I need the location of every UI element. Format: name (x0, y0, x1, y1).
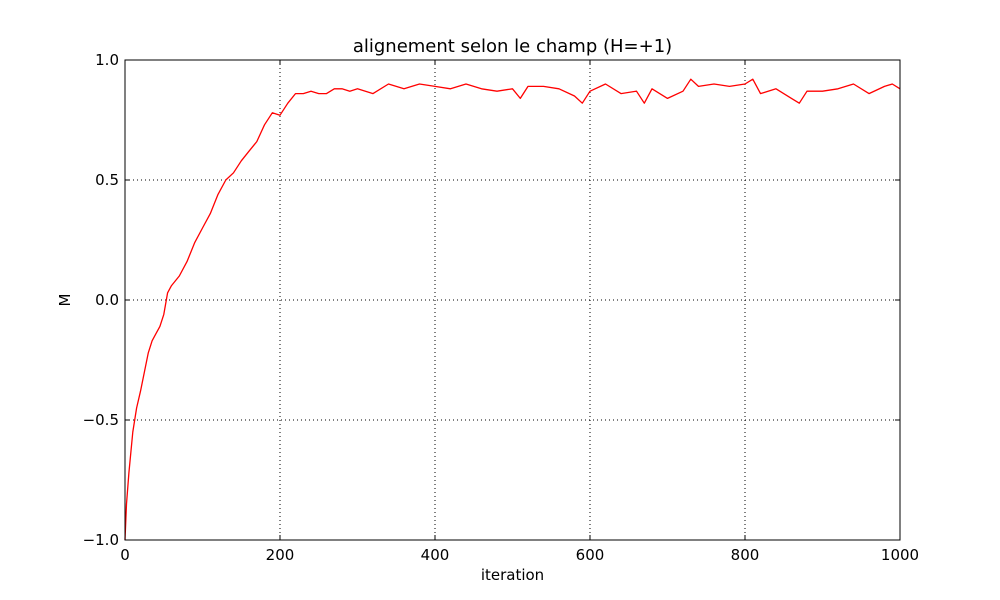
x-tick-label: 800 (731, 546, 760, 564)
tick-marks (124, 59, 901, 541)
y-axis-title: M (56, 294, 74, 307)
y-tick-label: −0.5 (83, 411, 119, 429)
grid-lines (124, 59, 901, 541)
y-tick-labels: −1.0 −0.5 0.0 0.5 1.0 (83, 51, 119, 549)
x-axis-title: iteration (481, 566, 544, 584)
x-tick-label: 200 (266, 546, 295, 564)
chart-title: alignement selon le champ (H=+1) (353, 36, 672, 57)
x-tick-label: 1000 (881, 546, 919, 564)
y-tick-label: 0.0 (95, 291, 119, 309)
y-tick-label: 0.5 (95, 171, 119, 189)
series-layer (124, 78, 901, 541)
x-tick-label: 600 (576, 546, 605, 564)
y-tick-label: −1.0 (83, 531, 119, 549)
series-line (124, 78, 901, 541)
x-tick-label: 0 (120, 546, 130, 564)
y-tick-label: 1.0 (95, 51, 119, 69)
x-tick-labels: 0 200 400 600 800 1000 (120, 546, 919, 564)
x-tick-label: 400 (421, 546, 450, 564)
